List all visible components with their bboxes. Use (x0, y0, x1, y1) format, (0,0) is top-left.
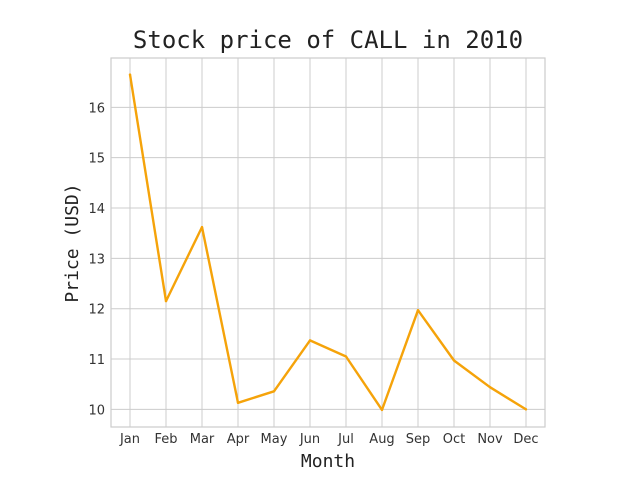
plot-frame (111, 58, 545, 427)
y-tick-label: 13 (88, 252, 105, 267)
x-tick-label: Feb (154, 432, 177, 447)
y-tick-label: 15 (88, 152, 105, 167)
x-tick-label: Nov (477, 432, 503, 447)
data-point (381, 409, 383, 411)
y-tick-label: 10 (88, 403, 105, 418)
x-tick-label: Mar (190, 432, 215, 447)
x-tick-label: Dec (513, 432, 538, 447)
data-point (525, 408, 527, 410)
x-tick-label: Apr (227, 432, 250, 447)
x-tick-label: Aug (369, 432, 394, 447)
x-tick-labels: Jan Feb Mar Apr May Jun Jul Aug Sep Oct Nov Dec (119, 432, 539, 447)
x-axis-label: Month (301, 451, 355, 472)
data-point (453, 359, 455, 361)
y-tick-label: 16 (88, 101, 105, 116)
grid-lines (111, 58, 545, 427)
x-tick-label: Jun (299, 432, 320, 447)
data-point (237, 402, 239, 404)
data-point (417, 309, 419, 311)
data-point (345, 355, 347, 357)
y-tick-label: 11 (88, 353, 105, 368)
data-point (309, 339, 311, 341)
y-tick-labels: 10 11 12 13 14 15 16 (88, 101, 105, 418)
data-point (129, 73, 131, 75)
data-point (489, 386, 491, 388)
data-point (201, 226, 203, 228)
y-axis-label: Price (USD) (62, 183, 83, 302)
data-point (273, 390, 275, 392)
data-point (165, 300, 167, 302)
x-tick-label: Jan (119, 432, 140, 447)
x-tick-label: May (261, 432, 288, 447)
series-layer (129, 73, 527, 411)
y-tick-label: 14 (88, 202, 105, 217)
y-tick-label: 12 (88, 303, 105, 318)
chart-title: Stock price of CALL in 2010 (133, 26, 523, 54)
x-tick-label: Sep (406, 432, 431, 447)
series-line-0 (130, 75, 526, 410)
x-tick-label: Jul (337, 432, 354, 447)
x-tick-label: Oct (443, 432, 465, 447)
